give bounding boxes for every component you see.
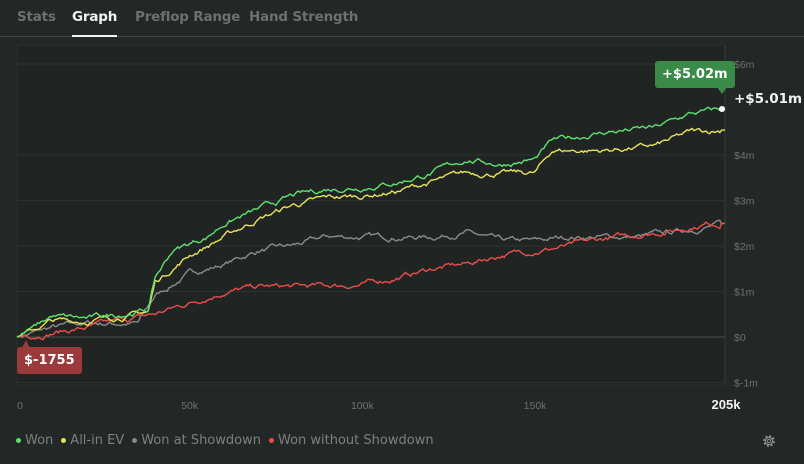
x-tick-label: 100k	[351, 400, 375, 412]
max-value-badge: +$5.02m	[655, 61, 735, 88]
min-value-badge: $-1755	[17, 347, 82, 374]
legend-won-without-showdown[interactable]: Won without Showdown	[268, 433, 434, 448]
legend-label: Won	[25, 433, 54, 448]
non-showdown-dot-icon	[268, 438, 274, 443]
y-tick-label: $3m	[734, 196, 755, 208]
x-tick-label: 0	[17, 400, 23, 412]
settings-gear-icon[interactable]	[761, 433, 777, 449]
min-badge-pointer	[22, 340, 30, 348]
legend-allin-ev[interactable]: All-in EV	[61, 433, 124, 448]
tab-stats[interactable]: Stats	[17, 9, 56, 25]
y-tick-label: $4m	[734, 150, 755, 162]
series-line-won	[16, 106, 726, 338]
tab-bar: Stats Graph Preflop Range Hand Strength	[0, 0, 804, 37]
end-value-label: +$5.01m	[734, 91, 803, 107]
tab-hand-strength[interactable]: Hand Strength	[249, 9, 359, 25]
allin-ev-dot-icon	[61, 438, 67, 443]
series-line-won-at-showdown	[16, 219, 726, 339]
legend-won-at-showdown[interactable]: Won at Showdown	[132, 433, 261, 448]
tab-preflop-range[interactable]: Preflop Range	[135, 9, 241, 25]
legend-won[interactable]: Won	[16, 433, 53, 448]
x-tick-label: 205k	[712, 397, 742, 412]
y-tick-label: $-1m	[734, 378, 758, 390]
legend-label: All-in EV	[70, 433, 125, 448]
series-line-won-without-showdown	[16, 221, 725, 341]
plot-area	[16, 44, 726, 386]
series-line-all-in-ev	[16, 127, 726, 338]
y-tick-label: $6m	[734, 59, 755, 71]
max-badge-pointer	[717, 87, 727, 94]
legend-label: Won at Showdown	[141, 433, 261, 448]
showdown-dot-icon	[132, 438, 138, 443]
legend: Won All-in EV Won at Showdown Won withou…	[16, 433, 434, 448]
y-tick-label: $1m	[734, 287, 755, 299]
legend-label: Won without Showdown	[277, 433, 434, 448]
x-tick-label: 50k	[181, 400, 199, 412]
tab-graph[interactable]: Graph	[72, 9, 118, 37]
won-dot-icon	[16, 438, 21, 443]
x-tick-label: 150k	[524, 400, 548, 412]
y-tick-label: $0	[734, 332, 746, 344]
end-point-marker	[719, 106, 725, 113]
y-tick-label: $2m	[734, 241, 755, 253]
